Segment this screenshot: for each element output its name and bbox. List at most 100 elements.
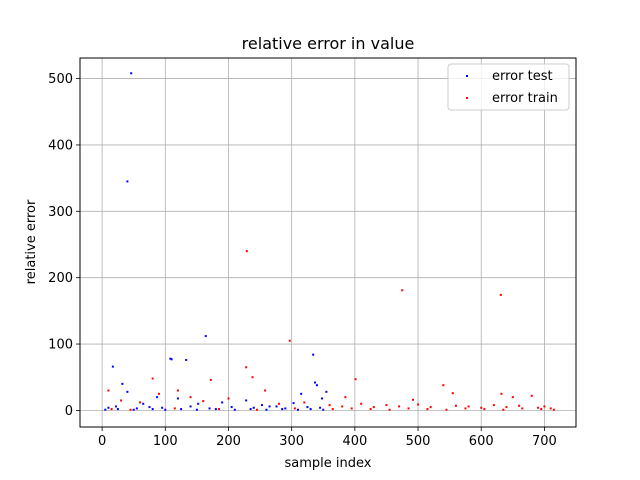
- y-tick-label: 400: [48, 138, 73, 153]
- point-error-train: [442, 384, 445, 387]
- point-error-test: [322, 408, 325, 411]
- point-error-train: [288, 339, 291, 342]
- point-error-test: [185, 358, 188, 361]
- x-axis-label: sample index: [285, 456, 372, 471]
- point-error-train: [492, 404, 495, 407]
- point-error-train: [483, 408, 486, 411]
- point-error-test: [126, 180, 129, 183]
- point-error-train: [176, 389, 179, 392]
- point-error-train: [398, 405, 401, 408]
- point-error-test: [161, 406, 164, 409]
- point-error-train: [354, 378, 357, 381]
- y-tick-label: 200: [48, 271, 73, 286]
- point-error-test: [151, 408, 154, 411]
- chart-title: relative error in value: [242, 34, 415, 53]
- point-error-train: [189, 396, 192, 399]
- point-error-train: [451, 392, 454, 395]
- point-error-train: [218, 408, 221, 411]
- point-error-test: [260, 404, 263, 407]
- point-error-test: [142, 402, 145, 405]
- point-error-test: [148, 406, 151, 409]
- point-error-test: [315, 384, 318, 387]
- x-axis-ticks: 0 100 200 300 400 500 600 700: [98, 427, 557, 449]
- x-tick-label: 400: [342, 434, 367, 449]
- point-error-train: [549, 407, 552, 410]
- point-error-train: [227, 397, 230, 400]
- point-error-test: [233, 408, 236, 411]
- point-error-test: [176, 397, 179, 400]
- point-error-train: [407, 407, 410, 410]
- y-tick-label: 500: [48, 72, 73, 87]
- point-error-test: [249, 408, 252, 411]
- point-error-train: [467, 405, 470, 408]
- point-error-test: [275, 405, 278, 408]
- point-error-test: [300, 392, 303, 395]
- point-error-test: [312, 353, 315, 356]
- y-axis-ticks: 0 100 200 300 400 500: [48, 72, 80, 419]
- point-error-train: [521, 407, 524, 410]
- point-error-train: [411, 398, 414, 401]
- point-error-train: [255, 408, 258, 411]
- point-error-train: [129, 408, 132, 411]
- point-error-test: [115, 405, 118, 408]
- point-error-test: [245, 399, 248, 402]
- point-error-train: [385, 404, 388, 407]
- point-error-train: [417, 403, 420, 406]
- point-error-train: [157, 392, 160, 395]
- point-error-test: [197, 402, 200, 405]
- legend: error test error train: [447, 63, 570, 111]
- point-error-train: [107, 389, 110, 392]
- data-points: [104, 72, 555, 411]
- point-error-test: [180, 408, 183, 411]
- point-error-train: [499, 293, 502, 296]
- legend-label-error-train: error train: [492, 91, 558, 106]
- point-error-train: [369, 408, 372, 411]
- point-error-train: [372, 406, 375, 409]
- point-error-test: [169, 357, 172, 360]
- point-error-train: [426, 408, 429, 411]
- point-error-train: [505, 406, 508, 409]
- legend-box: [447, 63, 570, 111]
- y-tick-label: 100: [48, 338, 73, 353]
- point-error-train: [401, 289, 404, 292]
- point-error-test: [284, 407, 287, 410]
- x-tick-label: 100: [153, 434, 178, 449]
- point-error-train: [173, 407, 176, 410]
- point-error-test: [296, 408, 299, 411]
- x-tick-label: 600: [469, 434, 494, 449]
- point-error-train: [530, 394, 533, 397]
- point-error-train: [251, 376, 254, 379]
- point-error-test: [221, 401, 224, 404]
- point-error-test: [319, 406, 322, 409]
- point-error-test: [325, 390, 328, 393]
- point-error-train: [552, 408, 555, 411]
- point-error-test: [306, 406, 309, 409]
- point-error-train: [139, 401, 142, 404]
- point-error-train: [537, 406, 540, 409]
- point-error-test: [107, 406, 110, 409]
- point-error-train: [328, 404, 331, 407]
- point-error-test: [135, 407, 138, 410]
- point-error-test: [214, 408, 217, 411]
- plot-frame: [79, 57, 577, 428]
- point-error-train: [110, 408, 113, 411]
- point-error-train: [480, 406, 483, 409]
- x-tick-label: 500: [406, 434, 431, 449]
- point-error-test: [208, 407, 211, 410]
- point-error-train: [502, 408, 505, 411]
- point-error-train: [151, 377, 154, 380]
- point-error-test: [204, 335, 207, 338]
- point-error-test: [164, 408, 167, 411]
- x-tick-label: 0: [98, 434, 106, 449]
- point-error-train: [464, 407, 467, 410]
- point-error-test: [189, 405, 192, 408]
- point-error-train: [202, 400, 205, 403]
- point-error-test: [314, 381, 317, 384]
- point-error-train: [500, 392, 503, 395]
- point-error-test: [130, 72, 133, 75]
- point-error-train: [293, 407, 296, 410]
- point-error-train: [445, 408, 448, 411]
- point-error-train: [341, 405, 344, 408]
- point-error-test: [292, 402, 295, 405]
- point-error-train: [303, 401, 306, 404]
